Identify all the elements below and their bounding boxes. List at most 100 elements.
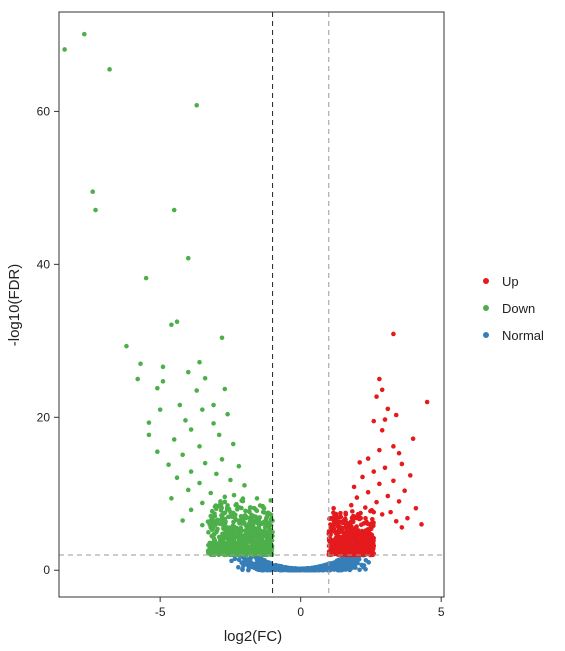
up-point (360, 474, 365, 480)
down-point (160, 379, 166, 384)
down-point (146, 432, 152, 438)
down-point (234, 543, 239, 548)
normal-point (281, 567, 286, 573)
down-point (261, 528, 266, 534)
up-point (362, 531, 368, 536)
down-point (197, 444, 202, 449)
normal-points-layer (229, 552, 374, 573)
up-point (370, 541, 376, 546)
down-point (211, 543, 216, 548)
normal-point (262, 563, 268, 569)
up-point (374, 499, 379, 505)
normal-point (331, 560, 337, 566)
down-point (253, 551, 259, 557)
up-point (396, 450, 402, 456)
up-point (405, 515, 410, 521)
down-point (230, 441, 236, 447)
down-point (213, 503, 219, 508)
down-point (185, 255, 191, 261)
up-point (368, 531, 373, 537)
down-point (218, 508, 224, 513)
down-point (225, 514, 231, 520)
down-point (93, 207, 98, 213)
down-point (206, 530, 211, 535)
down-point (194, 102, 200, 108)
reference-lines (59, 12, 444, 597)
up-point (334, 546, 339, 552)
down-point (225, 535, 231, 541)
down-point (253, 545, 259, 550)
up-point (340, 525, 345, 531)
down-point (185, 369, 191, 375)
up-point (385, 493, 391, 499)
up-point (340, 519, 345, 525)
down-point (260, 509, 266, 515)
up-point (331, 520, 337, 526)
up-point (368, 521, 374, 527)
down-point (247, 533, 253, 539)
down-point (200, 407, 205, 412)
normal-point (236, 564, 241, 570)
down-point (202, 460, 208, 466)
down-point (229, 541, 234, 546)
up-point (371, 469, 377, 474)
normal-point (344, 563, 349, 568)
up-point (358, 515, 363, 521)
normal-point (265, 567, 271, 572)
up-point (357, 460, 362, 465)
down-point (240, 551, 246, 557)
down-point (257, 539, 262, 544)
up-point (354, 524, 359, 529)
down-point (146, 420, 152, 425)
normal-point (295, 567, 301, 573)
up-point (343, 523, 349, 528)
normal-point (347, 567, 353, 573)
down-point (240, 518, 246, 523)
down-point (260, 504, 266, 510)
up-point (399, 525, 405, 530)
up-point (330, 525, 336, 531)
up-point (357, 530, 362, 536)
normal-point (357, 567, 362, 573)
down-point (215, 526, 220, 532)
down-point (221, 542, 227, 547)
down-point (180, 452, 185, 458)
x-axis-label: log2(FC) (224, 628, 282, 645)
down-point (219, 549, 225, 554)
down-point (254, 496, 260, 501)
up-point (391, 331, 396, 337)
up-point (344, 527, 350, 532)
up-point (385, 406, 391, 412)
down-point (233, 529, 239, 535)
down-point (243, 508, 248, 514)
down-point (197, 480, 202, 486)
down-point (232, 512, 238, 518)
up-point (382, 417, 388, 422)
down-point (225, 528, 230, 534)
normal-point (262, 558, 268, 564)
up-point (326, 549, 332, 554)
down-point (211, 421, 216, 426)
down-point (225, 411, 230, 417)
down-point (222, 494, 228, 500)
up-point (365, 456, 371, 461)
down-point (223, 519, 228, 524)
down-point (250, 519, 255, 525)
up-point (382, 465, 388, 471)
up-point (338, 514, 344, 520)
y-tick-label: 60 (37, 104, 51, 118)
down-point (269, 548, 274, 554)
down-point (107, 67, 112, 72)
down-point (155, 449, 160, 455)
down-point (249, 538, 255, 544)
down-point (194, 388, 200, 393)
down-point (219, 335, 225, 341)
up-point (424, 399, 430, 405)
normal-point (246, 567, 251, 572)
down-point (251, 530, 257, 536)
down-point (200, 522, 205, 528)
down-point (185, 487, 191, 493)
down-point (268, 498, 274, 503)
down-point (222, 499, 228, 505)
down-point (208, 490, 214, 496)
